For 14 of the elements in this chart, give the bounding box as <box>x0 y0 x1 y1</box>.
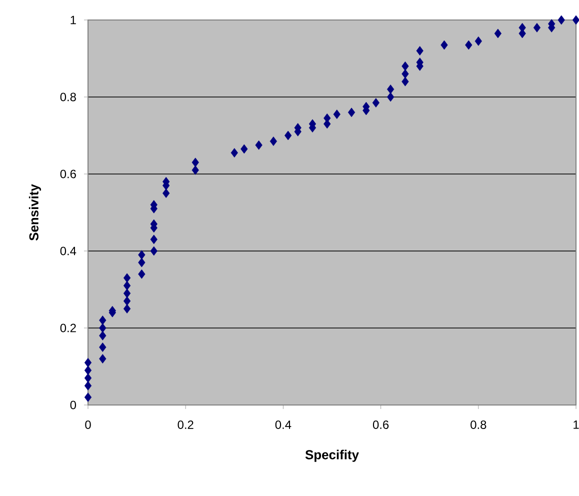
y-tick-label: 0.2 <box>60 324 76 332</box>
y-tick-label: 0.8 <box>60 92 76 102</box>
x-tick-label: 0.8 <box>470 420 486 429</box>
x-tick-label: 1 <box>574 420 579 429</box>
x-tick-label: 0.4 <box>275 420 292 429</box>
y-tick-label: 0.4 <box>60 246 76 256</box>
y-axis-title: Sensivity <box>28 184 42 241</box>
y-tick-label: 0.6 <box>60 170 76 178</box>
x-tick-label: 0 <box>85 420 91 429</box>
x-axis-title: Specifity <box>305 450 359 462</box>
y-tick-label: 0 <box>70 400 76 410</box>
x-tick-label: 0.6 <box>372 420 389 429</box>
y-tick-label: 1 <box>70 16 76 24</box>
x-tick-label: 0.2 <box>178 420 194 429</box>
